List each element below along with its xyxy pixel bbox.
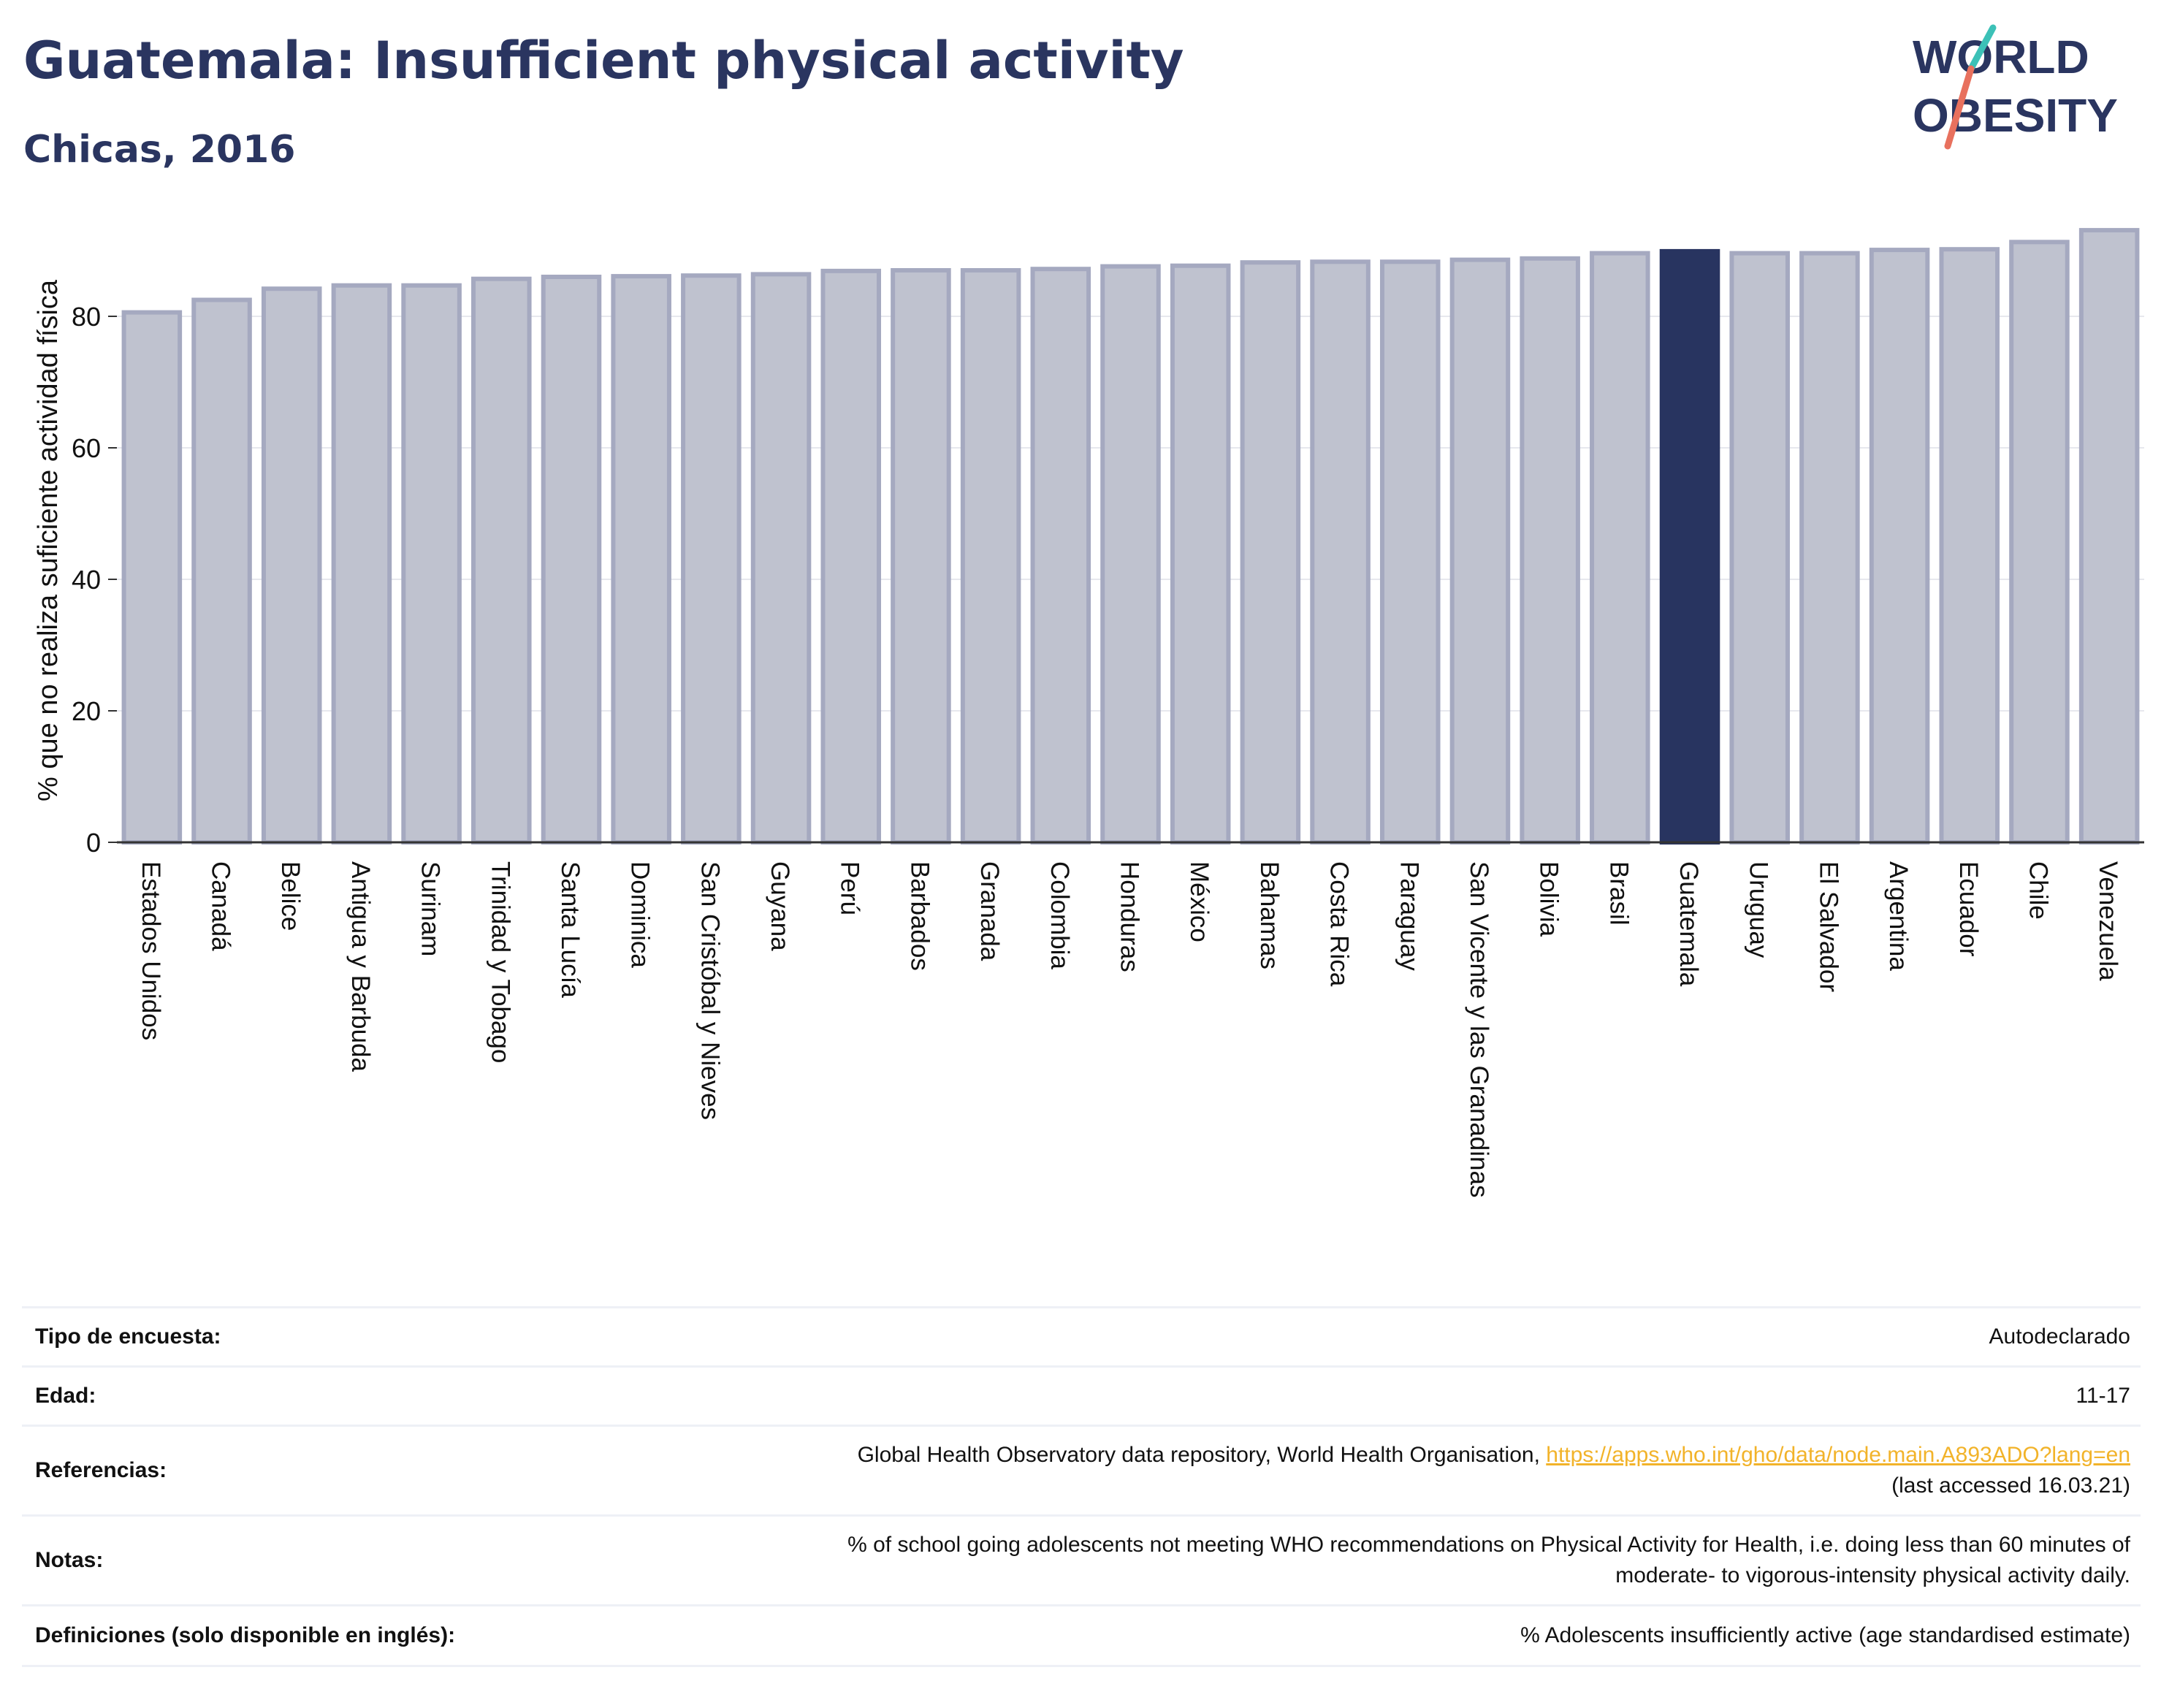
bar xyxy=(2078,228,2140,845)
bar xyxy=(1939,247,2000,845)
x-tick-label: Granada xyxy=(975,861,1004,961)
bar xyxy=(1590,251,1650,845)
x-tick-label: Belice xyxy=(276,861,305,931)
x-tick-label: Barbados xyxy=(905,861,934,971)
x-tick-label: Bahamas xyxy=(1255,861,1284,969)
info-key: Edad: xyxy=(22,1365,590,1427)
x-tick-label: Trinidad y Tobago xyxy=(486,861,514,1063)
x-tick-label: Argentina xyxy=(1884,861,1913,971)
bar xyxy=(891,268,951,845)
info-value: Global Health Observatory data repositor… xyxy=(590,1425,2141,1517)
info-value: Autodeclarado xyxy=(590,1306,2141,1368)
info-row-notes: Notas: % of school going adolescents not… xyxy=(22,1514,2141,1606)
x-tick-label: Estados Unidos xyxy=(137,861,165,1040)
info-key: Tipo de encuesta: xyxy=(22,1306,590,1368)
x-tick-label: Perú xyxy=(836,861,864,915)
logo-slash-teal xyxy=(1967,24,1997,72)
x-tick-label: Honduras xyxy=(1116,861,1144,972)
x-tick-label: Canadá xyxy=(207,861,235,951)
bar xyxy=(1170,263,1231,845)
bars xyxy=(121,228,2140,845)
x-tick-label: El Salvador xyxy=(1814,861,1842,992)
bar xyxy=(1030,267,1091,845)
info-key: Notas: xyxy=(22,1514,590,1606)
bar xyxy=(191,297,252,845)
bar xyxy=(1100,264,1161,845)
y-axis-label: % que no realiza suficiente actividad fí… xyxy=(33,279,64,801)
x-tick-label: Brasil xyxy=(1604,861,1633,926)
info-key: Referencias: xyxy=(22,1425,590,1517)
y-tick-label: 80 xyxy=(72,302,101,332)
chart-title: Guatemala: Insufficient physical activit… xyxy=(23,31,1184,91)
x-tick-label: Uruguay xyxy=(1745,861,1773,958)
x-tick-label: Dominica xyxy=(626,861,655,968)
bar xyxy=(1520,256,1580,845)
bar xyxy=(401,283,462,845)
info-value: % Adolescents insufficiently active (age… xyxy=(590,1604,2141,1667)
x-tick-label: Ecuador xyxy=(1954,861,1983,957)
x-tick-label: San Vicente y las Granadinas xyxy=(1465,861,1493,1197)
reference-accessed: (last accessed 16.03.21) xyxy=(1891,1473,2130,1498)
bar xyxy=(1449,257,1511,845)
bar xyxy=(121,310,183,845)
logo-line1: WORLD xyxy=(1913,31,2089,83)
bar xyxy=(1310,259,1371,845)
info-table: Tipo de encuesta: Autodeclarado Edad: 11… xyxy=(22,1306,2141,1667)
y-tick-label: 40 xyxy=(72,565,101,595)
x-tick-label: Guyana xyxy=(766,861,794,951)
world-obesity-logo: WORLD OBESITY xyxy=(1913,24,2118,150)
x-tick-label: Bolivia xyxy=(1535,861,1563,937)
x-tick-label: Guatemala xyxy=(1674,861,1703,987)
x-axis-labels: Estados Unidos Canadá Belice Antigua y Barb… xyxy=(137,861,2122,1197)
y-tick-label: 0 xyxy=(86,828,101,858)
y-tick-label: 20 xyxy=(72,696,101,726)
bar xyxy=(820,268,882,845)
x-tick-label: Paraguay xyxy=(1395,861,1423,971)
reference-link[interactable]: https://apps.who.int/gho/data/node.main.… xyxy=(1546,1443,2130,1467)
x-tick-label: Surinam xyxy=(416,861,445,956)
bar-highlighted xyxy=(1659,248,1720,845)
y-axis: 0 20 40 60 80 xyxy=(72,302,2144,858)
reference-text: Global Health Observatory data repositor… xyxy=(857,1443,1547,1467)
bar xyxy=(960,268,1021,845)
x-tick-label: Santa Lucía xyxy=(556,861,584,998)
bar-chart: 0 20 40 60 80 Estados Unidos Canadá Belice Anti… xyxy=(33,228,2144,1197)
bar xyxy=(1869,248,1930,845)
x-tick-label: Colombia xyxy=(1045,861,1074,969)
bar xyxy=(541,275,602,845)
bar xyxy=(471,276,532,845)
logo-slash-coral xyxy=(1944,65,1975,150)
bar xyxy=(331,283,392,845)
x-tick-label: Venezuela xyxy=(2094,861,2122,981)
info-value: 11-17 xyxy=(590,1365,2141,1427)
logo-line2: OBESITY xyxy=(1913,89,2118,142)
bar xyxy=(1729,251,1790,845)
bar xyxy=(2009,240,2070,845)
info-key: Definiciones (solo disponible en inglés)… xyxy=(22,1604,590,1667)
x-tick-label: Antigua y Barbuda xyxy=(346,861,375,1072)
info-row-survey-type: Tipo de encuesta: Autodeclarado xyxy=(22,1306,2141,1368)
bar xyxy=(611,274,671,845)
x-tick-label: Costa Rica xyxy=(1325,861,1354,987)
bar xyxy=(1379,259,1441,845)
y-tick-label: 60 xyxy=(72,433,101,463)
chart-subtitle: Chicas, 2016 xyxy=(23,128,296,172)
info-row-references: Referencias: Global Health Observatory d… xyxy=(22,1425,2141,1517)
info-value: % of school going adolescents not meetin… xyxy=(590,1514,2141,1606)
bar xyxy=(261,286,322,845)
bar xyxy=(1799,251,1860,845)
x-tick-label: Chile xyxy=(2024,861,2052,920)
notes-line1: % of school going adolescents not meetin… xyxy=(847,1533,2130,1557)
bar xyxy=(750,272,812,845)
notes-line2: moderate- to vigorous-intensity physical… xyxy=(1615,1563,2130,1587)
info-row-age: Edad: 11-17 xyxy=(22,1365,2141,1427)
bar xyxy=(681,273,742,845)
x-tick-label: México xyxy=(1185,861,1213,942)
bar xyxy=(1240,260,1301,845)
info-row-definitions: Definiciones (solo disponible en inglés)… xyxy=(22,1604,2141,1667)
x-tick-label: San Cristóbal y Nieves xyxy=(695,861,724,1120)
